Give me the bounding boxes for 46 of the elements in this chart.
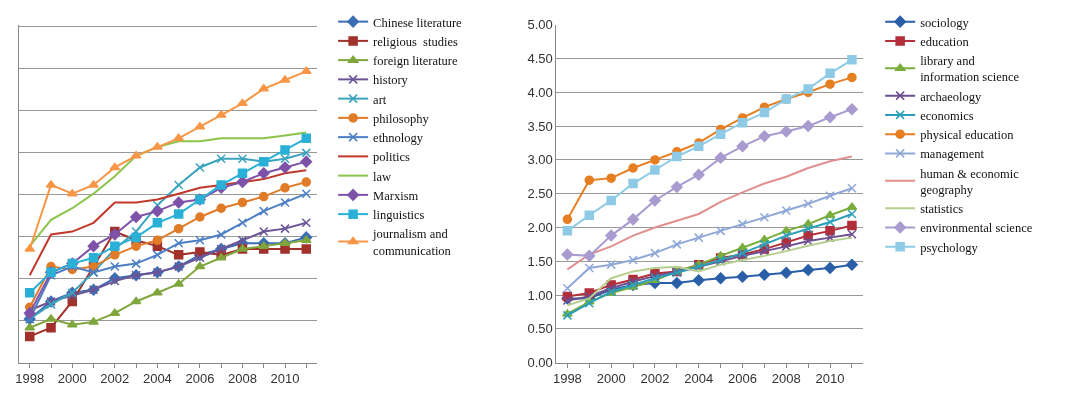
legend-label: psychology — [920, 240, 979, 255]
legend-label: history — [373, 73, 409, 88]
x-tick-label: 1998 — [552, 371, 582, 387]
x-tick-label: 2004 — [684, 371, 714, 387]
x-tick-label: 2010 — [270, 371, 300, 387]
x-tick-label: 2004 — [142, 371, 172, 387]
x-tick-label: 2002 — [640, 371, 670, 387]
legend-label: religious studies — [373, 34, 458, 49]
x-tick-label: 1998 — [15, 371, 45, 387]
legend-label: linguistics — [373, 208, 425, 222]
x-tick-label: 2010 — [815, 371, 845, 387]
legend-label: art — [373, 92, 387, 107]
y-tick-label: 3.00 — [527, 152, 553, 168]
y-tick-label: 3.50 — [527, 118, 553, 134]
x-tick-label: 2000 — [596, 371, 626, 387]
legend-label: politics — [373, 150, 411, 165]
legend-label: management — [920, 147, 985, 162]
legend-label: archaeology — [920, 89, 982, 104]
y-tick-label: 1.00 — [527, 287, 553, 303]
legend-label: journalism and communication — [372, 227, 452, 258]
y-tick-label: 1.50 — [527, 253, 553, 269]
legend-label: physical education — [920, 128, 1015, 142]
y-tick-label: 5.00 — [527, 17, 553, 33]
x-tick-label: 2002 — [100, 371, 130, 387]
y-tick-label: 2.50 — [527, 186, 553, 202]
y-tick-label: 0.00 — [527, 355, 553, 371]
legend-label: environmental science — [920, 221, 1033, 236]
legend-label: law — [373, 169, 392, 184]
legend-label: statistics — [920, 202, 964, 216]
legend-label: ethnology — [373, 131, 424, 145]
legend-label: sociology — [920, 15, 970, 30]
legend-label: foreign literature — [373, 54, 458, 68]
legend-label: Marxism — [373, 188, 419, 203]
x-tick-label: 2000 — [57, 371, 87, 387]
y-tick-label: 4.00 — [527, 84, 553, 100]
legend-label: education — [920, 34, 970, 49]
legend-label: Chinese literature — [373, 15, 463, 30]
x-tick-label: 2008 — [771, 371, 801, 387]
x-tick-label: 2006 — [728, 371, 757, 387]
x-tick-label: 2008 — [228, 371, 257, 387]
legend-label: economics — [920, 108, 974, 123]
y-tick-label: 4.50 — [527, 51, 553, 67]
y-tick-label: 0.50 — [527, 321, 553, 337]
x-tick-label: 2006 — [185, 371, 215, 387]
legend-label: philosophy — [373, 111, 430, 126]
y-tick-label: 2.00 — [527, 220, 553, 236]
